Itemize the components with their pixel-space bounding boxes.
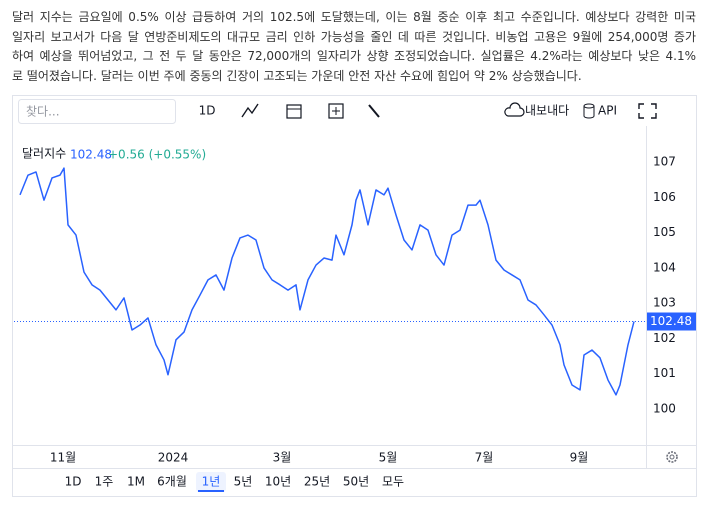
range-button[interactable]: 50년: [343, 475, 369, 489]
y-tick-label: 105: [653, 225, 676, 239]
settings-icon[interactable]: [368, 104, 380, 118]
legend-name: 달러지수: [22, 147, 66, 161]
article-line: 하여 예상을 뛰어넘었고, 그 전 두 달 동안은 72,000개의 일자리가 …: [12, 49, 696, 63]
range-selected-bg[interactable]: [196, 472, 226, 492]
fullscreen-icon[interactable]: [638, 103, 657, 119]
range-button[interactable]: 모두: [382, 475, 404, 489]
x-tick-label: 9월: [570, 451, 589, 465]
gear-icon[interactable]: [666, 451, 678, 463]
calendar-icon[interactable]: [286, 104, 302, 119]
article-line: 일자리 보고서가 다음 달 연방준비제도의 대규모 금리 인하 가능성을 줄인 …: [12, 29, 696, 44]
search-placeholder[interactable]: 찾다...: [26, 105, 60, 119]
range-button[interactable]: 1년: [202, 475, 221, 489]
range-button[interactable]: 6개월: [157, 475, 187, 489]
search-box[interactable]: [18, 99, 176, 124]
y-tick-label: 100: [653, 401, 676, 415]
y-tick-label: 104: [653, 260, 676, 274]
compare-icon[interactable]: [328, 103, 344, 119]
x-tick-label: 11월: [50, 451, 76, 465]
last-price-label: 102.48: [650, 314, 692, 328]
article-line: 로 떨어졌습니다. 달러는 이번 주에 중동의 긴장이 고조되는 가운데 안전 …: [12, 68, 582, 83]
y-tick-label: 102: [653, 331, 676, 345]
widget-frame: [12, 95, 697, 497]
y-tick-label: 103: [653, 296, 676, 310]
y-tick-label: 101: [653, 366, 676, 380]
chart-type-icon[interactable]: [241, 103, 259, 118]
article: 달러 지수는 금요일에 0.5% 이상 급등하여 거의 102.5에 도달했는데…: [12, 8, 696, 86]
x-tick-label: 5월: [379, 451, 398, 465]
range-button[interactable]: 25년: [304, 475, 330, 489]
export-icon[interactable]: [504, 102, 525, 117]
range-button[interactable]: 1D: [65, 475, 82, 489]
range-button[interactable]: 1주: [95, 475, 114, 489]
y-tick-label: 106: [653, 190, 676, 204]
range-button[interactable]: 1M: [127, 475, 145, 489]
interval-button[interactable]: 1D: [199, 104, 216, 118]
x-tick-label: 7월: [475, 451, 494, 465]
api-icon-body[interactable]: [583, 106, 595, 119]
range-button[interactable]: 10년: [265, 475, 291, 489]
legend-change: +0.56 (+0.55%): [108, 148, 206, 162]
export-button[interactable]: 내보내다: [525, 104, 569, 118]
price-line: [19, 167, 635, 396]
article-line: 달러 지수는 금요일에 0.5% 이상 급등하여 거의 102.5에 도달했는데…: [12, 10, 696, 24]
legend-price: 102.48: [70, 148, 112, 162]
last-price-box: [647, 312, 696, 331]
y-tick-label: 107: [653, 155, 676, 169]
x-tick-label: 2024: [158, 451, 189, 465]
x-tick-label: 3월: [273, 451, 292, 465]
api-button[interactable]: API: [598, 104, 617, 118]
range-button[interactable]: 5년: [234, 475, 253, 489]
